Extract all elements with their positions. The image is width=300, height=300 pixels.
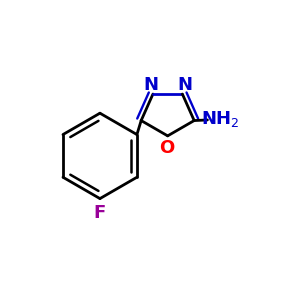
Text: F: F xyxy=(93,204,106,222)
Text: NH$_2$: NH$_2$ xyxy=(201,109,240,129)
Text: O: O xyxy=(160,139,175,157)
Text: N: N xyxy=(177,76,192,94)
Text: N: N xyxy=(143,76,158,94)
